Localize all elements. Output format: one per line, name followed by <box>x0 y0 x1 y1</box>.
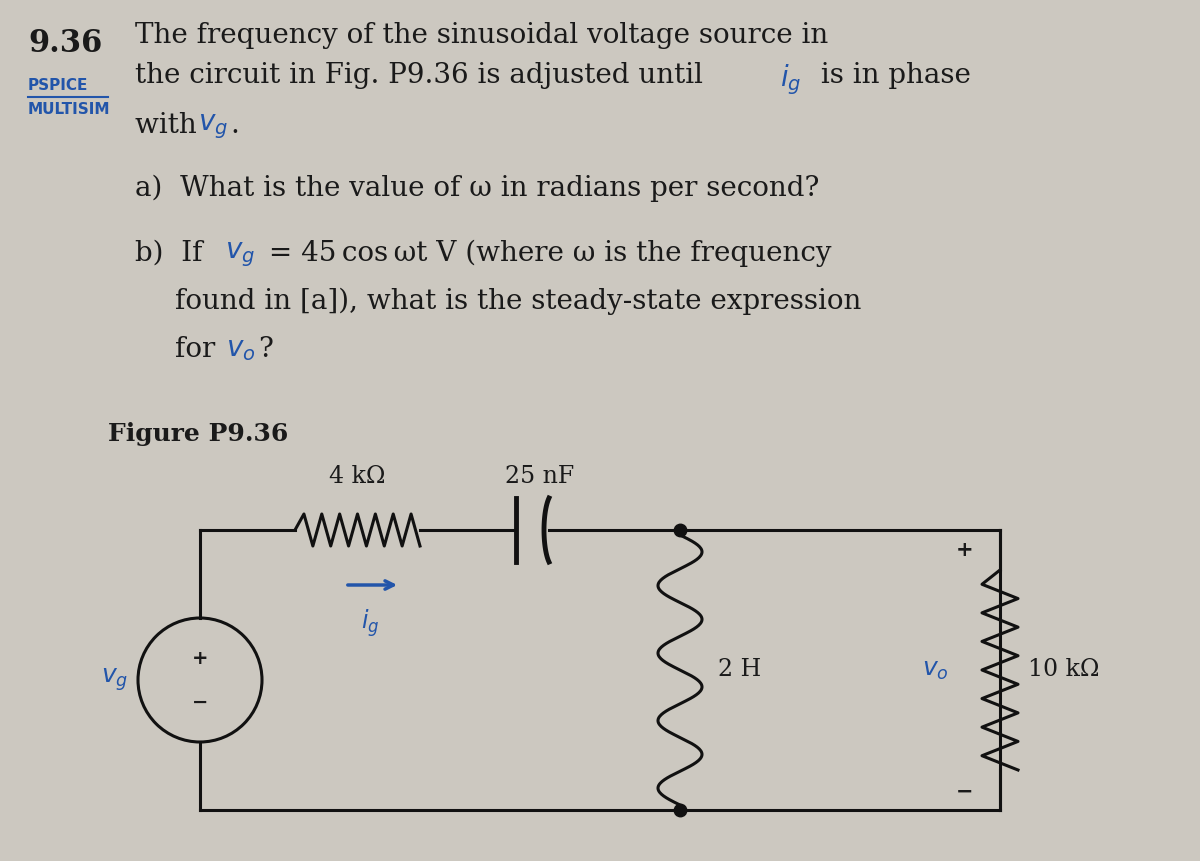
Text: Figure P9.36: Figure P9.36 <box>108 422 288 446</box>
Text: b)  If: b) If <box>134 240 211 267</box>
Text: 9.36: 9.36 <box>28 28 102 59</box>
Text: +: + <box>956 540 974 560</box>
Text: +: + <box>192 648 209 667</box>
Text: $v_o$: $v_o$ <box>922 659 948 682</box>
Text: is in phase: is in phase <box>812 62 971 89</box>
Text: The frequency of the sinusoidal voltage source in: The frequency of the sinusoidal voltage … <box>134 22 828 49</box>
Text: = 45 cos ωt V (where ω is the frequency: = 45 cos ωt V (where ω is the frequency <box>260 240 832 268</box>
Text: with: with <box>134 112 205 139</box>
Text: 2 H: 2 H <box>718 659 761 682</box>
Text: the circuit in Fig. P9.36 is adjusted until: the circuit in Fig. P9.36 is adjusted un… <box>134 62 712 89</box>
Text: for: for <box>175 336 224 363</box>
Text: MULTISIM: MULTISIM <box>28 102 110 117</box>
Text: $v_g$: $v_g$ <box>198 112 228 140</box>
Text: 25 nF: 25 nF <box>505 465 575 488</box>
Text: 4 kΩ: 4 kΩ <box>329 465 385 488</box>
Text: PSPICE: PSPICE <box>28 78 89 93</box>
Text: −: − <box>192 692 208 711</box>
Text: $i_g$: $i_g$ <box>361 607 379 639</box>
Text: a)  What is the value of ω in radians per second?: a) What is the value of ω in radians per… <box>134 175 820 202</box>
Text: $v_o$: $v_o$ <box>226 336 256 363</box>
Text: .: . <box>230 112 239 139</box>
Text: $v_g$: $v_g$ <box>226 240 256 269</box>
Text: $v_g$: $v_g$ <box>101 666 128 693</box>
Text: found in [a]), what is the steady-state expression: found in [a]), what is the steady-state … <box>175 288 862 315</box>
Text: −: − <box>956 782 973 802</box>
Text: $i_g$: $i_g$ <box>780 62 802 96</box>
Text: ?: ? <box>258 336 272 363</box>
Text: 10 kΩ: 10 kΩ <box>1028 659 1099 682</box>
